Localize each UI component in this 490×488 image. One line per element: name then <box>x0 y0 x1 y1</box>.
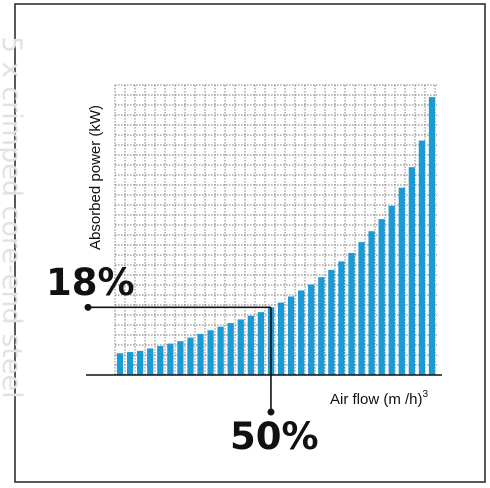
bar-28 <box>388 205 395 375</box>
bar-10 <box>207 330 214 375</box>
bar-9 <box>197 333 204 375</box>
x-axis-label: Air flow (m /h)3 <box>330 389 429 408</box>
bar-5 <box>157 346 164 375</box>
bar-4 <box>147 348 154 375</box>
bar-1 <box>116 353 124 375</box>
x-marker-label: 50% <box>230 415 319 458</box>
bar-17 <box>277 302 285 375</box>
x-axis-label-text: Air flow (m /h) <box>330 391 423 408</box>
x-marker-dot <box>267 408 275 416</box>
bar-25 <box>358 242 365 375</box>
bar-29 <box>398 187 405 375</box>
bar-27 <box>378 219 385 375</box>
y-marker-label: 18% <box>46 261 135 304</box>
bar-8 <box>187 337 194 375</box>
bar-31 <box>418 140 426 375</box>
bar-14 <box>247 315 254 375</box>
bar-24 <box>348 252 355 375</box>
bar-23 <box>338 261 345 375</box>
bar-2 <box>126 352 134 375</box>
bar-21 <box>318 277 325 375</box>
bar-30 <box>408 167 415 375</box>
bar-6 <box>167 343 174 375</box>
bar-7 <box>177 341 184 375</box>
bar-3 <box>137 350 144 375</box>
bar-15 <box>257 312 265 375</box>
bar-26 <box>368 231 375 375</box>
bar-18 <box>287 296 295 375</box>
bar-12 <box>227 323 234 375</box>
annotation-markers <box>84 303 275 416</box>
y-axis-label: Absorbed power (kW) <box>87 105 104 250</box>
bar-22 <box>328 269 335 375</box>
x-axis-label-superscript: 3 <box>423 389 429 400</box>
bar-19 <box>298 290 305 375</box>
chart-border <box>14 3 486 483</box>
bar-32 <box>428 97 436 375</box>
bars <box>116 97 436 375</box>
bar-13 <box>237 319 244 375</box>
y-marker-dot <box>84 303 92 311</box>
bar-20 <box>308 284 315 375</box>
background-watermark: 5 x crimped core-end steel <box>0 36 27 399</box>
bar-11 <box>217 326 224 375</box>
